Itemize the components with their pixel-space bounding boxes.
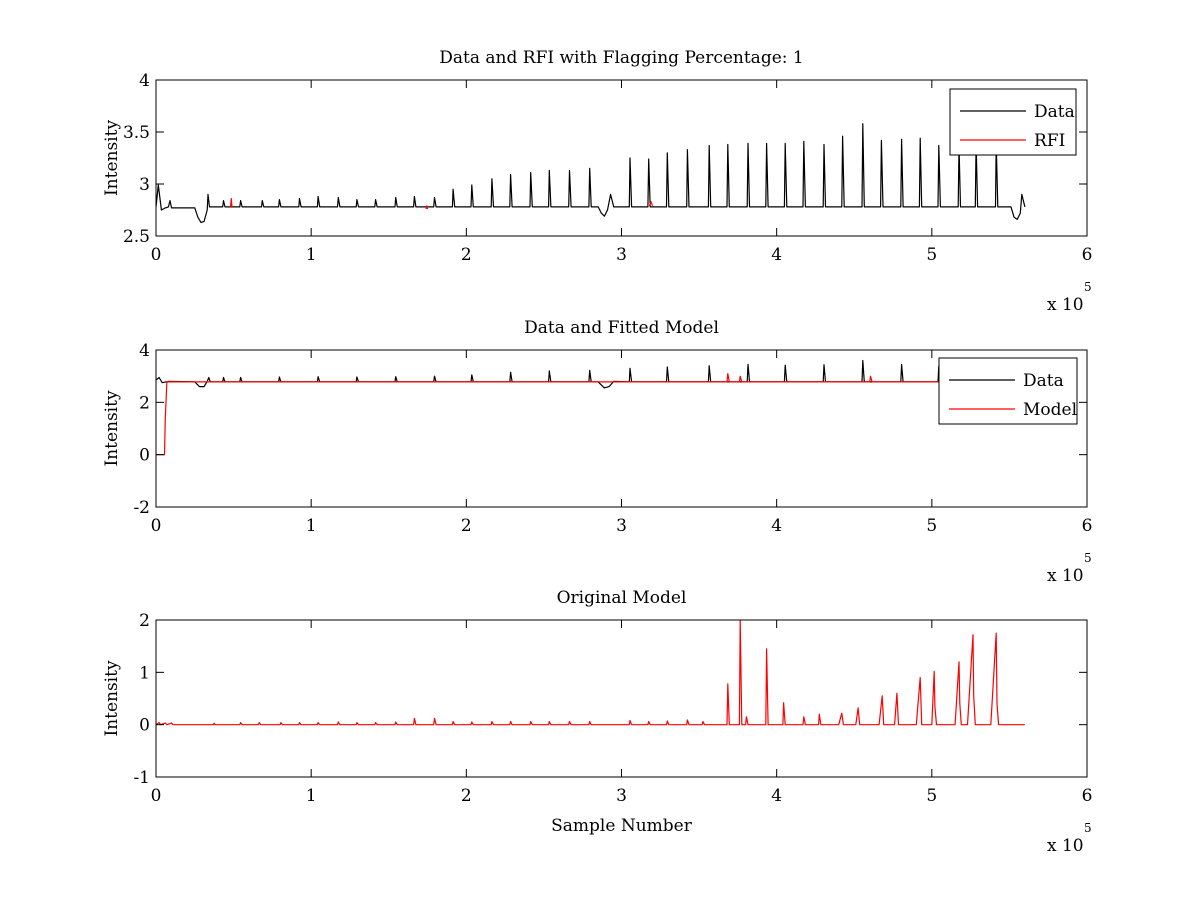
legend-box bbox=[949, 88, 1077, 156]
legend-label-rfi: RFI bbox=[1034, 131, 1065, 151]
series-line-data bbox=[156, 123, 1026, 224]
x-tick-label: 0 bbox=[151, 245, 162, 265]
x-tick-label: 3 bbox=[616, 516, 627, 536]
y-tick-label: -1 bbox=[133, 768, 150, 788]
x-tick-label: 6 bbox=[1082, 516, 1093, 536]
chart-title: Data and Fitted Model bbox=[524, 318, 719, 338]
x-multiplier-label: x 10 bbox=[1047, 566, 1084, 586]
legend-box bbox=[938, 357, 1078, 425]
y-tick-label: 3.5 bbox=[123, 123, 150, 143]
x-multiplier-exponent: 5 bbox=[1084, 280, 1092, 294]
x-tick-label: 4 bbox=[771, 245, 782, 265]
legend-label-data: Data bbox=[1023, 371, 1064, 391]
y-tick-label: 0 bbox=[139, 716, 150, 736]
y-tick-label: 4 bbox=[139, 341, 150, 361]
x-tick-label: 5 bbox=[926, 245, 937, 265]
y-axis-label: Intensity bbox=[102, 660, 122, 736]
legend-label-model: Model bbox=[1023, 400, 1077, 420]
x-tick-label: 1 bbox=[306, 516, 317, 536]
y-axis-label: Intensity bbox=[102, 120, 122, 196]
x-tick-label: 2 bbox=[461, 245, 472, 265]
x-multiplier-label: x 10 bbox=[1047, 295, 1084, 315]
x-multiplier-exponent: 5 bbox=[1084, 551, 1092, 565]
y-tick-label: 2 bbox=[139, 611, 150, 631]
y-tick-label: 0 bbox=[139, 446, 150, 466]
legend: Data Model bbox=[938, 357, 1078, 425]
x-tick-label: 0 bbox=[151, 516, 162, 536]
x-tick-label: 4 bbox=[771, 516, 782, 536]
x-tick-label: 5 bbox=[926, 786, 937, 806]
x-tick-label: 5 bbox=[926, 516, 937, 536]
legend: Data RFI bbox=[949, 88, 1077, 156]
x-tick-label: 0 bbox=[151, 786, 162, 806]
series-line-model bbox=[156, 373, 1025, 456]
x-tick-label: 3 bbox=[616, 245, 627, 265]
legend-label-data: Data bbox=[1034, 102, 1075, 122]
y-tick-label: 2 bbox=[139, 393, 150, 413]
series-line-rfi bbox=[229, 198, 654, 210]
x-tick-label: 2 bbox=[461, 516, 472, 536]
x-tick-label: 1 bbox=[306, 786, 317, 806]
x-tick-label: 6 bbox=[1082, 245, 1093, 265]
x-multiplier-label: x 10 bbox=[1047, 836, 1084, 856]
y-tick-label: -2 bbox=[133, 498, 150, 518]
y-tick-label: 1 bbox=[139, 663, 150, 683]
y-tick-label: 2.5 bbox=[123, 227, 150, 247]
x-tick-label: 2 bbox=[461, 786, 472, 806]
series-line-model bbox=[156, 620, 1025, 726]
y-tick-label: 3 bbox=[139, 175, 150, 195]
x-tick-label: 4 bbox=[771, 786, 782, 806]
y-tick-label: 4 bbox=[139, 71, 150, 91]
x-axis-label: Sample Number bbox=[551, 816, 693, 836]
x-tick-label: 6 bbox=[1082, 786, 1093, 806]
chart-title: Data and RFI with Flagging Percentage: 1 bbox=[439, 48, 803, 68]
x-tick-label: 3 bbox=[616, 786, 627, 806]
x-multiplier-exponent: 5 bbox=[1084, 821, 1092, 835]
x-tick-label: 1 bbox=[306, 245, 317, 265]
chart-title: Original Model bbox=[557, 588, 687, 608]
y-axis-label: Intensity bbox=[102, 390, 122, 466]
